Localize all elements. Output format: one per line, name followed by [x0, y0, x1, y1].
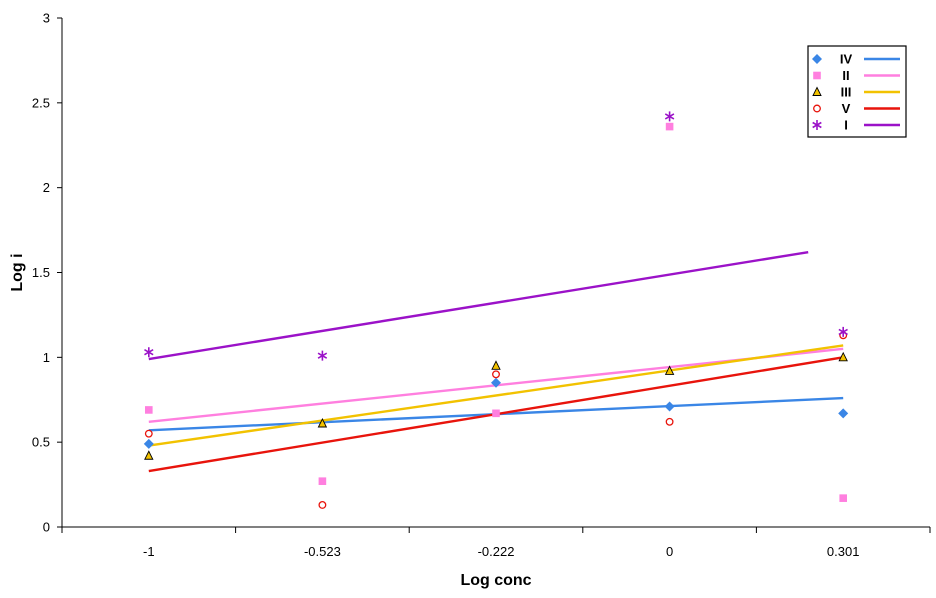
legend-item-i-label: I — [844, 118, 848, 133]
series-iv-point — [838, 408, 849, 419]
data-points — [143, 111, 849, 509]
series-v-point — [665, 417, 674, 426]
series-iii-point — [838, 351, 848, 362]
y-tick-label: 1 — [43, 350, 50, 365]
legend-item-iii: III — [812, 85, 900, 100]
y-axis-label: Log i — [9, 253, 26, 291]
legend-item-iv: IV — [812, 52, 900, 67]
legend-item-iii-label: III — [841, 85, 852, 100]
series-ii-point — [665, 122, 674, 131]
y-tick-label: 0 — [43, 520, 50, 535]
series-ii-point — [145, 406, 153, 414]
legend-item-iv-label: IV — [840, 52, 853, 67]
series-iv-point — [491, 377, 501, 388]
series-ii-point — [318, 477, 327, 485]
series-iii-trendline — [148, 344, 844, 447]
series-i-point — [664, 111, 675, 122]
tick-labels: 0 0.5 1 1.5 2 2.5 3 -1 -0.523 -0.222 0 0.301 — [32, 11, 860, 560]
series-ii-point — [492, 409, 500, 418]
series-i-point — [317, 350, 328, 361]
series-i-point — [144, 347, 154, 358]
y-tick-label: 2 — [43, 180, 50, 195]
legend-item-ii: II — [813, 68, 900, 83]
legend-item-i: I — [812, 118, 900, 133]
axes — [57, 17, 931, 533]
series-ii-point — [839, 494, 847, 502]
y-tick-label: 0.5 — [32, 435, 50, 450]
series-i-trendline — [148, 250, 809, 361]
series-iii-point — [491, 360, 501, 370]
legend-item-v: V — [813, 101, 900, 116]
legend-item-i-marker — [812, 120, 822, 130]
series-iii-point — [664, 365, 675, 375]
series-v-point — [318, 500, 327, 509]
legend-item-ii-marker — [813, 71, 821, 80]
series-iii-point — [144, 450, 154, 460]
x-tick-label: -1 — [143, 544, 155, 559]
series-v-point — [492, 370, 500, 379]
legend-item-v-label: V — [842, 101, 851, 116]
legend-item-iii-marker — [812, 86, 822, 96]
x-tick-label: -0.523 — [304, 544, 341, 559]
series-iv-point — [664, 401, 675, 412]
series-iii-point — [317, 417, 328, 428]
x-tick-label: 0 — [666, 544, 673, 559]
x-axis-label: Log conc — [460, 572, 531, 589]
legend-item-v-marker — [813, 104, 821, 113]
series-i-point — [838, 326, 848, 337]
legend-item-ii-label: II — [842, 68, 849, 83]
x-tick-label: 0.301 — [827, 544, 860, 559]
y-tick-label: 1.5 — [32, 265, 50, 280]
y-tick-label: 2.5 — [32, 95, 50, 110]
legend-item-iv-marker — [812, 54, 822, 64]
y-tick-label: 3 — [43, 11, 50, 26]
series-v-point — [144, 429, 153, 438]
series-iv-point — [143, 438, 154, 449]
x-tick-label: -0.222 — [478, 544, 515, 559]
